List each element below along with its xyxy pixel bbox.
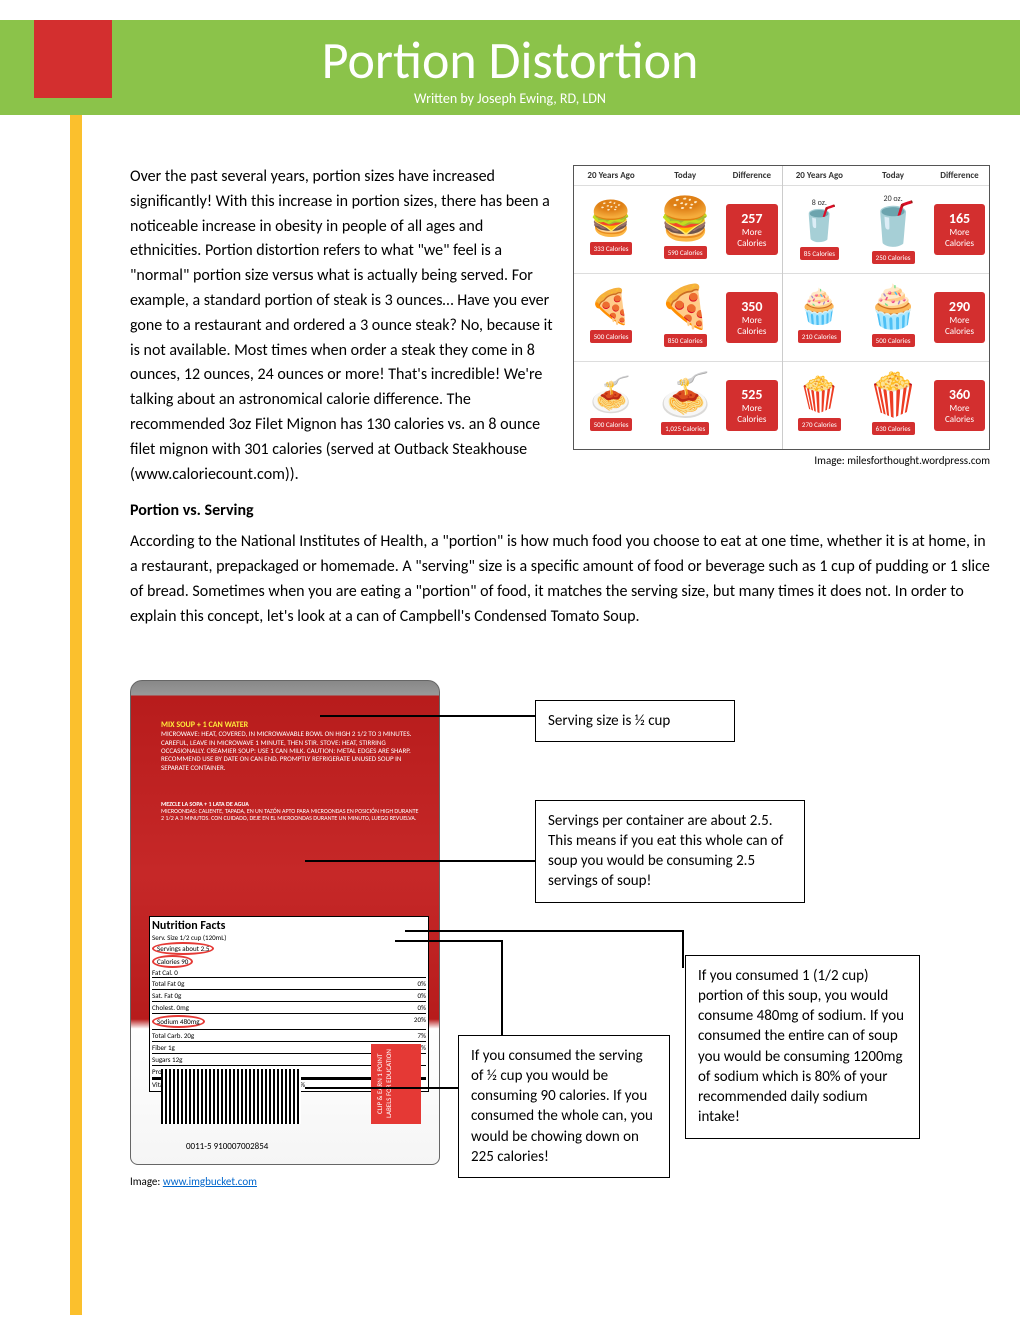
cal-tag: 590 Calories xyxy=(664,246,707,259)
cal-tag: 270 Calories xyxy=(798,418,841,431)
cal-tag: 500 Calories xyxy=(872,334,915,347)
comparison-left-col: 20 Years Ago Today Difference 🍔 333 Calor… xyxy=(574,166,782,449)
accent-square xyxy=(34,20,112,98)
table-row: 🍔 333 Calories 🍔 590 Calories 257More Calo… xyxy=(574,185,782,273)
section-heading: Portion vs. Serving xyxy=(130,501,990,520)
table-row: 🍕 500 Calories 🍕 850 Calories 350More Calo… xyxy=(574,273,782,361)
cal-tag: 850 Calories xyxy=(664,334,707,347)
body-paragraph: According to the National Institutes of … xyxy=(130,530,990,629)
cal-tag: 500 Calories xyxy=(590,330,633,343)
leader-line xyxy=(682,930,684,968)
soup-diagram: MIX SOUP + 1 CAN WATER MICROWAVE: HEAT, … xyxy=(130,680,990,1250)
callout-sodium: If you consumed 1 (1/2 cup) portion of t… xyxy=(685,955,920,1139)
popcorn-icon: 🍿 xyxy=(785,379,855,413)
pasta-icon: 🍝 xyxy=(650,375,720,417)
diff-badge: 165More Calories xyxy=(934,204,985,255)
cal-tag: 85 Calories xyxy=(800,247,839,260)
can-directions: MIX SOUP + 1 CAN WATER MICROWAVE: HEAT, … xyxy=(161,721,419,773)
muffin-icon: 🧁 xyxy=(858,287,928,329)
col-header-today: Today xyxy=(856,170,930,181)
comparison-wrapper: 20 Years Ago Today Difference 🍔 333 Calor… xyxy=(573,165,990,467)
diff-badge: 350More Calories xyxy=(726,292,777,343)
table-row: 🍿 270 Calories 🍿 630 Calories 360More Calo… xyxy=(783,361,990,449)
callout-serving-size: Serving size is ½ cup xyxy=(535,700,735,742)
muffin-icon: 🧁 xyxy=(785,291,855,325)
col-header-diff: Difference xyxy=(930,170,989,181)
barcode xyxy=(161,1069,301,1124)
callout-calories: If you consumed the serving of ½ cup you… xyxy=(458,1035,670,1179)
table-row: 8 oz.🥤85 Calories 20 oz.🥤250 Calories 16… xyxy=(783,185,990,273)
cal-tag: 210 Calories xyxy=(798,330,841,343)
soup-can-illustration: MIX SOUP + 1 CAN WATER MICROWAVE: HEAT, … xyxy=(130,680,440,1165)
cal-tag: 630 Calories xyxy=(872,422,915,435)
diff-badge: 525More Calories xyxy=(726,380,777,431)
intro-row: Over the past several years, portion siz… xyxy=(130,165,990,487)
callout-servings-per-container: Servings per container are about 2.5. Th… xyxy=(535,800,805,903)
points-badge: CLIP & EARN 1 POINT LABELS FOR EDUCATION xyxy=(371,1044,421,1124)
leader-line xyxy=(320,715,535,717)
infographic-credit: Image: milesforthought.wordpress.com xyxy=(573,454,990,467)
comparison-infographic: 20 Years Ago Today Difference 🍔 333 Calor… xyxy=(573,165,990,450)
sidebar-bar xyxy=(70,115,82,1315)
col-header-diff: Difference xyxy=(722,170,781,181)
burger-icon: 🍔 xyxy=(650,199,720,241)
comparison-right-col: 20 Years Ago Today Difference 8 oz.🥤85 C… xyxy=(782,166,990,449)
can-credit: Image: www.imgbucket.com xyxy=(130,1175,257,1188)
soda-icon: 🥤 xyxy=(858,204,928,246)
diff-badge: 290More Calories xyxy=(934,292,985,343)
header-band: Portion Distortion Written by Joseph Ewi… xyxy=(0,20,1020,115)
diff-badge: 360More Calories xyxy=(934,380,985,431)
pizza-icon: 🍕 xyxy=(650,287,720,329)
diff-badge: 257More Calories xyxy=(726,204,777,255)
author-line: Written by Joseph Ewing, RD, LDN xyxy=(0,90,1020,107)
can-spanish: MEZCLE LA SOPA + 1 LATA DE AGUA MICROOND… xyxy=(161,801,419,823)
col-header-today: Today xyxy=(648,170,722,181)
leader-line xyxy=(305,1087,458,1089)
page-title: Portion Distortion xyxy=(0,28,1020,92)
content: Over the past several years, portion siz… xyxy=(130,165,990,1250)
cal-tag: 250 Calories xyxy=(872,251,915,264)
leader-line xyxy=(305,860,535,862)
col-header-past: 20 Years Ago xyxy=(783,170,857,181)
leader-line xyxy=(501,940,503,1035)
page: Portion Distortion Written by Joseph Ewi… xyxy=(0,0,1020,1320)
table-row: 🍝 500 Calories 🍝 1,025 Calories 525More Ca… xyxy=(574,361,782,449)
popcorn-icon: 🍿 xyxy=(858,375,928,417)
credit-link[interactable]: www.imgbucket.com xyxy=(163,1175,257,1188)
soda-icon: 🥤 xyxy=(785,208,855,242)
cal-tag: 1,025 Calories xyxy=(661,422,709,435)
leader-line xyxy=(405,930,683,932)
table-row: 🧁 210 Calories 🧁 500 Calories 290More Calo… xyxy=(783,273,990,361)
pizza-icon: 🍕 xyxy=(576,291,646,325)
barcode-number: 0011-5 910007002854 xyxy=(186,1141,268,1152)
intro-paragraph: Over the past several years, portion siz… xyxy=(130,165,555,487)
cal-tag: 333 Calories xyxy=(590,242,633,255)
leader-line xyxy=(395,940,503,942)
pasta-icon: 🍝 xyxy=(576,379,646,413)
col-header-past: 20 Years Ago xyxy=(574,170,648,181)
cal-tag: 500 Calories xyxy=(590,418,633,431)
burger-icon: 🍔 xyxy=(576,203,646,237)
